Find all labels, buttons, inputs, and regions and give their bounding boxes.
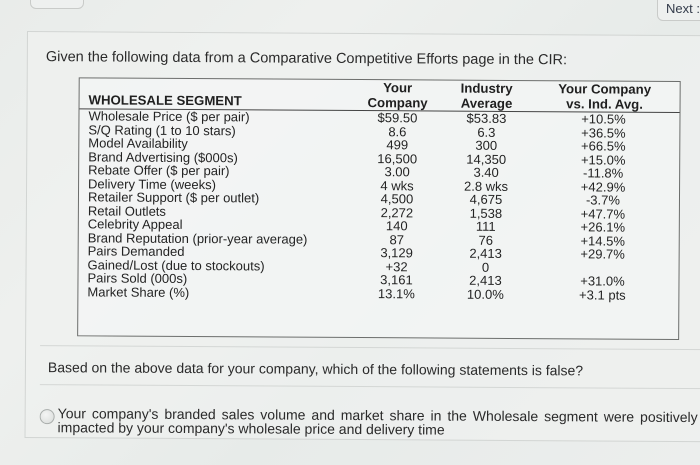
- header-line: Your Company: [558, 81, 652, 97]
- cell-value: 13.1%: [377, 285, 415, 301]
- header-line: Company: [367, 95, 428, 111]
- cell-value: +10.5%: [581, 111, 626, 127]
- question-panel: Given the following data from a Comparat…: [24, 31, 700, 443]
- segment-column: WHOLESALE SEGMENT: [89, 78, 369, 108]
- cell-value: $59.50: [377, 110, 418, 126]
- row-labels: Wholesale Price ($ per pair) S/Q Rating …: [87, 108, 308, 300]
- header-line: vs. Ind. Avg.: [566, 96, 643, 112]
- header-line: Your: [383, 80, 413, 96]
- row-label: Market Share (%): [87, 283, 190, 300]
- vs-industry-header: Your Company vs. Ind. Avg.: [530, 81, 680, 112]
- cell-value: +26.1%: [580, 219, 626, 235]
- cell-value: +31.0%: [580, 273, 625, 289]
- cell-value: 2,413: [469, 272, 502, 288]
- cell-value: $53.83: [466, 110, 507, 126]
- next-button[interactable]: Next :: [657, 0, 700, 21]
- industry-average-header: Industry Average: [451, 81, 523, 111]
- comparative-efforts-table: WHOLESALE SEGMENT Your Company Industry …: [77, 77, 681, 340]
- header-line: Industry: [460, 80, 513, 96]
- cell-value: +66.5%: [581, 138, 626, 154]
- cell-value: -11.8%: [582, 165, 624, 181]
- answer-option[interactable]: Your company's branded sales volume and …: [39, 402, 700, 441]
- header-line: Average: [460, 95, 513, 111]
- cell-value: 111: [475, 218, 496, 234]
- cell-value: 4,500: [380, 191, 414, 207]
- cell-value: +3.1 pts: [579, 286, 626, 303]
- vs-industry-values: +10.5% +36.5% +66.5% +15.0% -11.8% +42.9…: [547, 111, 658, 303]
- cell-value: 140: [385, 218, 408, 234]
- cell-value: 300: [475, 137, 498, 153]
- question-prompt: Based on the above data for your company…: [47, 359, 584, 379]
- your-company-values: $59.50 8.6 499 16,500 3.00 4 wks 4,500 2…: [360, 110, 433, 301]
- cell-value: 3,129: [380, 245, 413, 261]
- previous-button[interactable]: [30, 0, 84, 9]
- cell-value: 4,675: [469, 191, 503, 207]
- cell-value: 499: [386, 137, 409, 153]
- industry-average-values: $53.83 6.3 300 14,350 3.40 2.8 wks 4,675…: [449, 110, 522, 302]
- cell-value: 3.00: [384, 164, 410, 180]
- segment-header: WHOLESALE SEGMENT: [88, 92, 242, 109]
- section-divider: [39, 384, 700, 390]
- cell-value: 10.0%: [466, 286, 504, 302]
- your-company-header: Your Company: [362, 80, 434, 110]
- top-navigation: Next :: [0, 0, 700, 40]
- cell-value: +29.7%: [580, 246, 625, 262]
- cell-value: 3.40: [473, 164, 499, 180]
- question-intro: Given the following data from a Comparat…: [45, 49, 568, 69]
- section-divider: [40, 345, 700, 351]
- cell-value: -3.7%: [585, 192, 621, 208]
- answer-option-label: Your company's branded sales volume and …: [57, 405, 698, 438]
- cell-value: 3,161: [380, 272, 413, 288]
- radio-button[interactable]: [39, 409, 55, 425]
- cell-value: 2,413: [469, 245, 502, 261]
